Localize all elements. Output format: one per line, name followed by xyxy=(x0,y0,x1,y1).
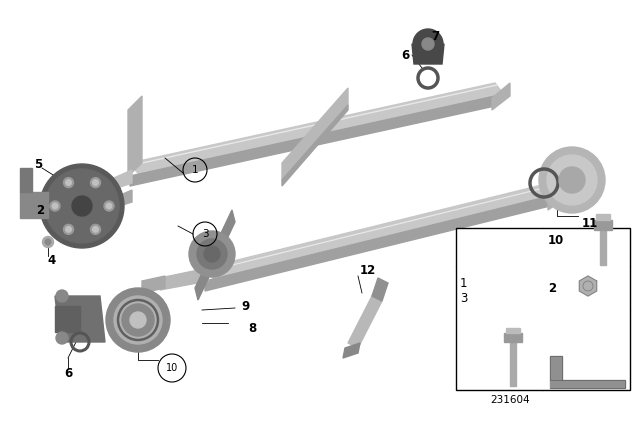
Text: 12: 12 xyxy=(360,263,376,276)
Polygon shape xyxy=(504,333,522,342)
Circle shape xyxy=(422,38,434,50)
Text: 4: 4 xyxy=(48,254,56,267)
Polygon shape xyxy=(594,220,612,230)
Text: 10: 10 xyxy=(166,363,178,373)
Circle shape xyxy=(56,332,68,344)
Polygon shape xyxy=(579,276,596,296)
Polygon shape xyxy=(142,276,165,293)
Polygon shape xyxy=(20,192,48,218)
Circle shape xyxy=(56,290,68,302)
Polygon shape xyxy=(130,83,505,176)
Circle shape xyxy=(122,304,154,336)
Circle shape xyxy=(66,180,71,185)
Polygon shape xyxy=(372,278,388,301)
Text: 11: 11 xyxy=(582,216,598,229)
Polygon shape xyxy=(492,83,510,110)
Text: 7: 7 xyxy=(431,30,439,43)
Circle shape xyxy=(66,227,71,232)
Text: 3: 3 xyxy=(460,292,467,305)
Circle shape xyxy=(63,224,74,234)
Circle shape xyxy=(63,177,74,188)
Circle shape xyxy=(106,203,112,209)
Polygon shape xyxy=(506,328,520,333)
Circle shape xyxy=(45,239,51,245)
Polygon shape xyxy=(82,190,132,218)
Circle shape xyxy=(90,177,100,188)
Polygon shape xyxy=(550,380,625,388)
Text: 2: 2 xyxy=(548,281,556,294)
Bar xyxy=(456,228,630,390)
Polygon shape xyxy=(205,183,560,281)
Circle shape xyxy=(93,227,99,232)
Polygon shape xyxy=(195,210,235,300)
Polygon shape xyxy=(510,342,516,386)
Polygon shape xyxy=(550,356,562,380)
Text: 5: 5 xyxy=(34,158,42,171)
Polygon shape xyxy=(282,105,348,186)
Text: 231604: 231604 xyxy=(490,395,530,405)
Circle shape xyxy=(197,239,227,269)
Circle shape xyxy=(539,147,605,213)
Text: 10: 10 xyxy=(548,233,564,246)
Text: 1: 1 xyxy=(192,165,198,175)
Circle shape xyxy=(130,312,146,328)
Circle shape xyxy=(106,288,170,352)
Circle shape xyxy=(104,201,114,211)
Polygon shape xyxy=(282,88,348,180)
Circle shape xyxy=(204,246,220,262)
Polygon shape xyxy=(348,296,382,348)
Circle shape xyxy=(413,29,443,59)
Polygon shape xyxy=(160,268,208,290)
Circle shape xyxy=(547,155,597,205)
Text: 8: 8 xyxy=(248,322,256,335)
Circle shape xyxy=(50,201,60,211)
Circle shape xyxy=(52,203,58,209)
Text: 1: 1 xyxy=(460,276,467,289)
Circle shape xyxy=(72,196,92,216)
Circle shape xyxy=(189,231,235,277)
Circle shape xyxy=(90,224,100,234)
Circle shape xyxy=(40,164,124,248)
Polygon shape xyxy=(412,44,444,64)
Polygon shape xyxy=(596,214,610,220)
Polygon shape xyxy=(130,96,495,186)
Polygon shape xyxy=(128,96,142,176)
Text: 9: 9 xyxy=(241,300,249,313)
Text: 6: 6 xyxy=(64,366,72,379)
Polygon shape xyxy=(205,196,550,291)
Circle shape xyxy=(93,180,99,185)
Polygon shape xyxy=(548,186,565,210)
Circle shape xyxy=(114,296,162,344)
Text: 6: 6 xyxy=(401,48,409,61)
Polygon shape xyxy=(55,296,105,342)
Polygon shape xyxy=(20,168,32,192)
Text: 2: 2 xyxy=(36,203,44,216)
Circle shape xyxy=(42,237,54,247)
Polygon shape xyxy=(55,306,80,332)
Polygon shape xyxy=(343,343,360,358)
Circle shape xyxy=(559,167,585,193)
Circle shape xyxy=(45,169,119,243)
Polygon shape xyxy=(600,230,606,265)
Polygon shape xyxy=(82,170,132,200)
Text: 3: 3 xyxy=(202,229,208,239)
